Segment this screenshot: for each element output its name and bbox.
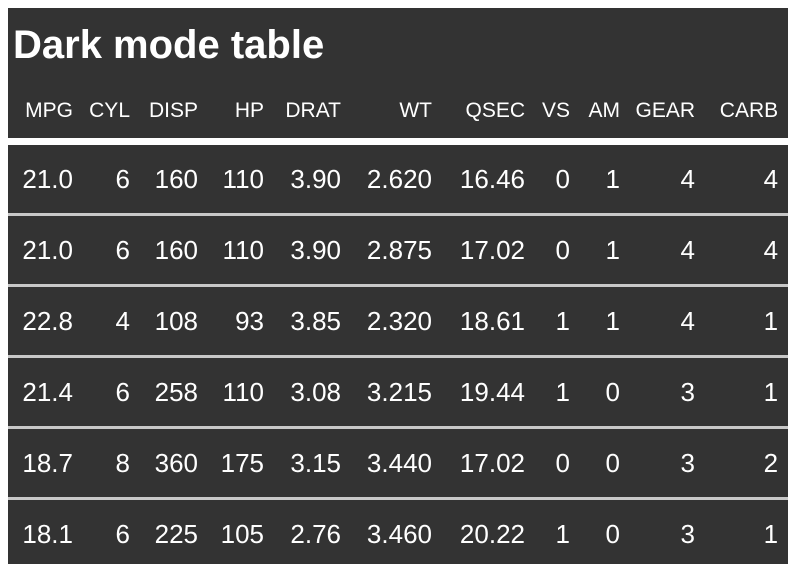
- cell-carb: 1: [705, 497, 789, 564]
- title-row: Dark mode table: [8, 8, 788, 78]
- cell-gear: 4: [630, 284, 705, 357]
- cell-mpg: 18.7: [8, 426, 83, 499]
- cell-cyl: 6: [83, 497, 140, 564]
- cell-hp: 93: [208, 284, 274, 357]
- cell-am: 0: [580, 497, 630, 564]
- table-row: 22.8 4 108 93 3.85 2.320 18.61 1 1 4 1: [8, 284, 789, 357]
- cell-vs: 1: [535, 497, 580, 564]
- cell-drat: 3.15: [274, 426, 351, 499]
- cell-hp: 175: [208, 426, 274, 499]
- cell-wt: 2.875: [351, 213, 442, 286]
- cell-cyl: 4: [83, 284, 140, 357]
- cell-am: 1: [580, 284, 630, 357]
- cell-qsec: 20.22: [442, 497, 535, 564]
- cell-disp: 160: [140, 213, 208, 286]
- dark-mode-table: Dark mode table MPG CYL DISP HP DRAT WT …: [8, 8, 789, 564]
- table-title: Dark mode table: [13, 23, 325, 67]
- cell-gear: 3: [630, 426, 705, 499]
- cell-cyl: 8: [83, 426, 140, 499]
- header-cell-qsec: QSEC: [442, 78, 535, 145]
- cell-carb: 4: [705, 213, 789, 286]
- cell-vs: 1: [535, 355, 580, 428]
- cell-wt: 3.460: [351, 497, 442, 564]
- table-row: 18.1 6 225 105 2.76 3.460 20.22 1 0 3 1: [8, 497, 789, 564]
- table-row: 18.7 8 360 175 3.15 3.440 17.02 0 0 3 2: [8, 426, 789, 499]
- cell-carb: 1: [705, 284, 789, 357]
- cell-vs: 0: [555, 163, 570, 194]
- cell-drat: 3.90: [290, 163, 341, 194]
- cell-vs: 0: [535, 426, 580, 499]
- cell-wt: 3.215: [351, 355, 442, 428]
- cell-disp: 108: [140, 284, 208, 357]
- cell-wt: 2.620: [366, 163, 432, 194]
- header-cell-disp: DISP: [140, 78, 208, 145]
- cell-qsec: 17.02: [442, 426, 535, 499]
- cell-gear: 3: [630, 355, 705, 428]
- cell-mpg: 21.0: [8, 213, 83, 286]
- table-row: 21.4 6 258 110 3.08 3.215 19.44 1 0 3 1: [8, 355, 789, 428]
- header-cell-drat: DRAT: [274, 78, 351, 145]
- cell-hp: 110: [208, 213, 274, 286]
- cell-carb: 4: [763, 163, 779, 194]
- cell-gear: 4: [680, 163, 695, 194]
- cell-drat: 3.08: [274, 355, 351, 428]
- header-cell-carb: CARB: [705, 78, 789, 145]
- cell-am: 0: [580, 426, 630, 499]
- cell-qsec: 17.02: [442, 213, 535, 286]
- cell-mpg: 21.0: [22, 163, 73, 194]
- cell-drat: 3.85: [274, 284, 351, 357]
- cell-gear: 3: [630, 497, 705, 564]
- cell-carb: 1: [705, 355, 789, 428]
- cell-vs: 1: [535, 284, 580, 357]
- cell-vs: 0: [535, 213, 580, 286]
- cell-qsec: 18.61: [442, 284, 535, 357]
- cell-mpg: 21.4: [8, 355, 83, 428]
- cell-cyl: 6: [115, 163, 130, 194]
- header-cell-am: AM: [580, 78, 630, 145]
- cell-qsec: 19.44: [442, 355, 535, 428]
- cell-disp: 225: [140, 497, 208, 564]
- cell-am: 1: [580, 213, 630, 286]
- header-cell-gear: GEAR: [630, 78, 705, 145]
- cell-disp: 160: [154, 163, 198, 194]
- cell-carb: 2: [705, 426, 789, 499]
- cell-hp: 110: [208, 355, 274, 428]
- table-header: Dark mode table MPG CYL DISP HP DRAT WT …: [8, 8, 789, 145]
- cell-wt: 2.320: [351, 284, 442, 357]
- cell-qsec: 16.46: [459, 163, 525, 194]
- cell-am: 0: [580, 355, 630, 428]
- header-cell-hp: HP: [208, 78, 274, 145]
- cell-disp: 258: [140, 355, 208, 428]
- cell-drat: 3.90: [274, 213, 351, 286]
- table-row: 21.0 6 160 110 3.90 2.620 16.46 0 1 4 4: [8, 142, 788, 215]
- cell-mpg: 22.8: [8, 284, 83, 357]
- cell-am: 1: [605, 163, 620, 194]
- header-cell-wt: WT: [351, 78, 442, 145]
- table-body: 21.0 6 160 110 3.90 2.620 16.46 0 1 4 4 …: [8, 142, 789, 564]
- cell-drat: 2.76: [274, 497, 351, 564]
- cell-cyl: 6: [83, 355, 140, 428]
- header-cell-cyl: CYL: [83, 78, 140, 145]
- cell-hp: 105: [208, 497, 274, 564]
- column-labels-row: MPG CYL DISP HP DRAT WT QSEC VS AM GEAR …: [8, 78, 789, 145]
- header-cell-mpg: MPG: [8, 78, 83, 145]
- cell-cyl: 6: [83, 213, 140, 286]
- cell-gear: 4: [630, 213, 705, 286]
- cell-hp: 110: [222, 163, 264, 194]
- header-cell-vs: VS: [535, 78, 580, 145]
- cell-disp: 360: [140, 426, 208, 499]
- cell-wt: 3.440: [351, 426, 442, 499]
- table-row: 21.0 6 160 110 3.90 2.875 17.02 0 1 4 4: [8, 213, 789, 286]
- cell-mpg: 18.1: [8, 497, 83, 564]
